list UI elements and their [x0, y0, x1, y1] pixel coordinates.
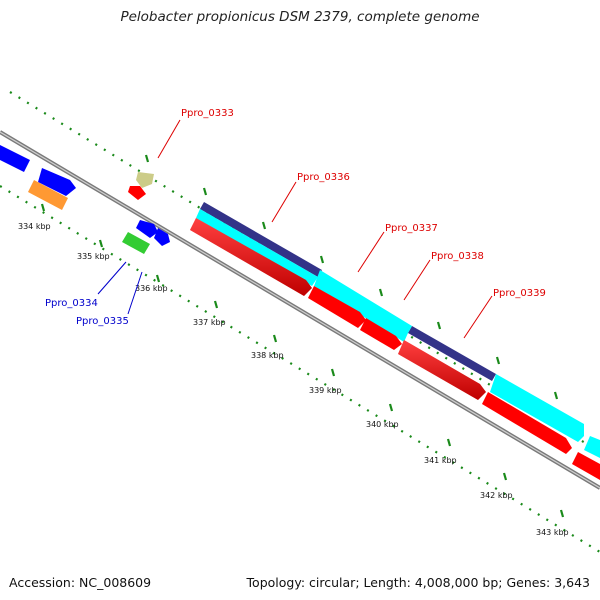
accession-value: NC_008609 — [79, 575, 152, 590]
accession-info: Accession: NC_008609 — [9, 575, 151, 590]
kbp-label-343: 343 kbp — [536, 528, 569, 537]
cds-red-small[interactable] — [128, 186, 146, 200]
map-title: Pelobacter propionicus DSM 2379, complet… — [120, 9, 480, 25]
cds-red-next[interactable] — [572, 452, 600, 480]
cds-navy-0336[interactable] — [200, 202, 322, 277]
cds-navy-0339[interactable] — [408, 326, 496, 381]
genes-value: 3,643 — [554, 575, 590, 590]
accession-label: Accession: — [9, 575, 76, 590]
cds-red-0337[interactable] — [308, 286, 366, 328]
backbone — [0, 130, 600, 490]
kbp-labels: 334 kbp 335 kbp 336 kbp 337 kbp 338 kbp … — [18, 222, 569, 537]
inner-tick-ring — [0, 185, 600, 553]
cds-blue-left-2[interactable] — [38, 168, 76, 196]
kbp-label-337: 337 kbp — [193, 318, 226, 327]
gene-label-0335[interactable]: Ppro_0335 — [76, 316, 129, 327]
forward-strand-genes — [190, 202, 600, 480]
kbp-label-334: 334 kbp — [18, 222, 51, 231]
outer-major-ticks — [144, 154, 559, 400]
cds-tan-0333[interactable] — [136, 172, 154, 188]
cds-cyan-0336[interactable] — [196, 209, 318, 286]
cds-red-0339[interactable] — [482, 392, 572, 454]
cds-blue-0335a[interactable] — [136, 220, 158, 238]
genes-label: Genes: — [506, 575, 551, 590]
gene-label-0336[interactable]: Ppro_0336 — [297, 172, 350, 183]
kbp-label-336: 336 kbp — [135, 284, 168, 293]
length-label: Length: — [363, 575, 411, 590]
reverse-gene-callouts: Ppro_0334 Ppro_0335 — [45, 261, 143, 327]
cds-red-0338a[interactable] — [360, 318, 402, 350]
cds-orange-left[interactable] — [28, 180, 68, 210]
cds-green-0334[interactable] — [122, 232, 150, 254]
gene-label-0337[interactable]: Ppro_0337 — [385, 223, 438, 234]
genome-summary: Topology: circular; Length: 4,008,000 bp… — [246, 575, 590, 590]
cds-cyan-0339[interactable] — [490, 374, 584, 442]
gene-label-0339[interactable]: Ppro_0339 — [493, 288, 546, 299]
topology-label: Topology: — [246, 575, 306, 590]
cds-blue-left-1[interactable] — [0, 145, 30, 172]
gene-label-0334[interactable]: Ppro_0334 — [45, 298, 98, 309]
kbp-label-335: 335 kbp — [77, 252, 110, 261]
cds-blue-0335b[interactable] — [154, 228, 170, 246]
kbp-label-342: 342 kbp — [480, 491, 513, 500]
cds-cyan-next[interactable] — [584, 436, 600, 458]
kbp-label-340: 340 kbp — [366, 420, 399, 429]
cds-cyan-0337[interactable] — [314, 270, 412, 342]
kbp-major-ticks — [40, 203, 565, 518]
length-value: 4,008,000 bp — [414, 575, 499, 590]
gene-label-0338[interactable]: Ppro_0338 — [431, 251, 484, 262]
forward-gene-callouts: Ppro_0333 Ppro_0336 Ppro_0337 Ppro_0338 … — [157, 108, 546, 339]
gene-label-0333[interactable]: Ppro_0333 — [181, 108, 234, 119]
kbp-label-338: 338 kbp — [251, 351, 284, 360]
kbp-label-341: 341 kbp — [424, 456, 457, 465]
kbp-label-339: 339 kbp — [309, 386, 342, 395]
topology-value: circular — [309, 575, 356, 590]
